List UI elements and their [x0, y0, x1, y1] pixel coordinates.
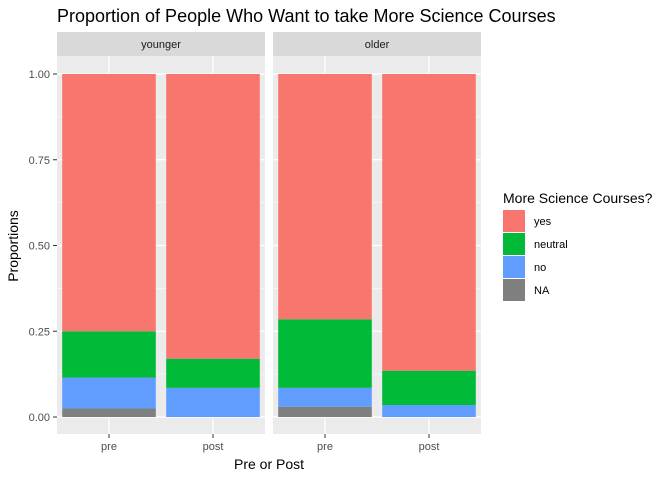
- legend-title: More Science Courses?: [503, 190, 653, 206]
- bar-segment-no-older-pre: [278, 387, 372, 407]
- legend-key-na: [503, 279, 525, 301]
- chart-title: Proportion of People Who Want to take Mo…: [57, 6, 556, 26]
- facet-strip: [57, 32, 265, 56]
- bar-segment-no-younger-post: [166, 387, 260, 417]
- bar-segment-na-older-pre: [278, 406, 372, 417]
- legend-label-yes: yes: [534, 216, 552, 228]
- x-axis: pre post pre post: [101, 434, 439, 453]
- legend-label-no: no: [534, 262, 546, 274]
- bar-segment-na-younger-pre: [62, 408, 156, 417]
- bar-segment-no-older-post: [382, 404, 476, 417]
- legend-label-neutral: neutral: [534, 239, 568, 251]
- y-axis: 0.00 0.25 0.50 0.75 1.00: [29, 69, 57, 424]
- y-axis-title: Proportions: [5, 210, 21, 282]
- x-axis-title: Pre or Post: [234, 456, 304, 472]
- bar-segment-yes-younger-post: [166, 74, 260, 359]
- bar-segment-neutral-older-post: [382, 370, 476, 405]
- bar-segment-yes-older-post: [382, 74, 476, 371]
- bar-segment-no-younger-pre: [62, 377, 156, 409]
- y-tick-label: 0.25: [29, 326, 50, 338]
- facet-strip-label: older: [365, 39, 390, 51]
- legend-key-neutral: [503, 233, 525, 255]
- legend: More Science Courses? yes neutral no NA: [503, 190, 653, 301]
- y-tick-label: 0.50: [29, 241, 50, 253]
- x-tick-label: post: [419, 441, 440, 453]
- x-tick-label: pre: [101, 441, 117, 453]
- facet-strip-label: younger: [141, 39, 181, 51]
- legend-key-no: [503, 256, 525, 278]
- facet-panels: younger older: [57, 32, 481, 434]
- bar-segment-yes-younger-pre: [62, 74, 156, 332]
- bar-segment-neutral-younger-post: [166, 358, 260, 388]
- y-tick-label: 0.00: [29, 412, 50, 424]
- y-tick-label: 0.75: [29, 155, 50, 167]
- bar-segment-neutral-younger-pre: [62, 331, 156, 378]
- legend-key-yes: [503, 210, 525, 232]
- x-tick-label: pre: [317, 441, 333, 453]
- legend-label-na: NA: [534, 285, 550, 297]
- bar-segment-neutral-older-pre: [278, 319, 372, 388]
- facet-strip: [273, 32, 481, 56]
- bar-segment-yes-older-pre: [278, 74, 372, 320]
- x-tick-label: post: [203, 441, 224, 453]
- y-tick-label: 1.00: [29, 69, 50, 81]
